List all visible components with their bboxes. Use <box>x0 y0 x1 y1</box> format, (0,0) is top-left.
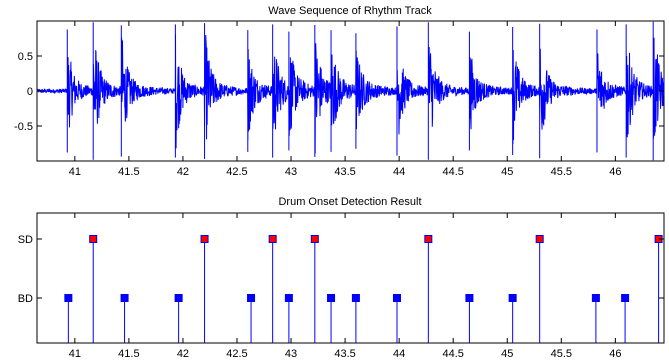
wave-x-tick-label: 45.5 <box>551 166 572 178</box>
onset-marker-bd <box>621 294 630 302</box>
wave-panel: Wave Sequence of Rhythm Track 41 41.5 42 42… <box>14 5 665 178</box>
onset-axes-box <box>36 212 665 344</box>
onset-marker-bd <box>508 294 517 302</box>
wave-axis-ticks: 41 41.5 42 42.5 43 43.5 44 44.5 45 45.5 46 0.5 0 -0.5 <box>14 21 664 178</box>
onset-x-tick-label: 43.5 <box>334 348 355 360</box>
onset-marker-bd <box>392 294 401 302</box>
onset-x-tick-label: 42 <box>177 348 189 360</box>
onset-marker-bd <box>327 294 336 302</box>
wave-x-tick-label: 43 <box>285 166 297 178</box>
wave-x-tick-label: 44.5 <box>442 166 463 178</box>
onset-marker-bd <box>174 294 183 302</box>
onset-marker-sd <box>268 235 277 243</box>
onset-marker-sd <box>424 235 433 243</box>
wave-y-tick-label: 0.5 <box>18 51 33 63</box>
onset-y-category-label: SD <box>18 234 33 246</box>
onset-marker-sd <box>310 235 319 243</box>
onset-marker-sd <box>200 235 209 243</box>
onset-marker-bd <box>591 294 600 302</box>
wave-y-tick-label: 0 <box>27 86 33 98</box>
onset-marker-sd <box>535 235 544 243</box>
onset-x-tick-label: 45 <box>501 348 513 360</box>
wave-sequence-line <box>36 21 665 161</box>
onset-marker-bd <box>284 294 293 302</box>
wave-y-tick-label: -0.5 <box>14 121 33 133</box>
onset-x-tick-label: 41 <box>69 348 81 360</box>
onset-marker-sd <box>89 235 98 243</box>
wave-x-tick-label: 41.5 <box>118 166 139 178</box>
onset-x-tick-label: 46 <box>609 348 621 360</box>
onset-marker-bd <box>247 294 256 302</box>
wave-x-tick-label: 46 <box>609 166 621 178</box>
wave-x-tick-label: 41 <box>69 166 81 178</box>
onset-chart-title: Drum Onset Detection Result <box>278 196 421 208</box>
onset-axis-ticks: 41 41.5 42 42.5 43 43.5 44 44.5 45 45.5 46 BD SD <box>18 213 664 360</box>
onset-x-tick-label: 43 <box>285 348 297 360</box>
onset-marker-bd <box>351 294 360 302</box>
onset-panel: Drum Onset Detection Result 41 41.5 42 42.5… <box>18 196 665 360</box>
onset-stems <box>64 235 663 343</box>
wave-x-tick-label: 42.5 <box>226 166 247 178</box>
onset-x-tick-label: 44.5 <box>442 348 463 360</box>
onset-marker-bd <box>465 294 474 302</box>
onset-x-tick-label: 42.5 <box>226 348 247 360</box>
onset-x-tick-label: 41.5 <box>118 348 139 360</box>
onset-marker-bd <box>120 294 129 302</box>
onset-marker-bd <box>64 294 73 302</box>
wave-x-tick-label: 45 <box>501 166 513 178</box>
onset-y-category-label: BD <box>18 293 33 305</box>
wave-chart-title: Wave Sequence of Rhythm Track <box>268 5 432 17</box>
onset-x-tick-label: 44 <box>393 348 405 360</box>
wave-x-tick-label: 42 <box>177 166 189 178</box>
wave-x-tick-label: 44 <box>393 166 405 178</box>
wave-x-tick-label: 43.5 <box>334 166 355 178</box>
onset-x-tick-label: 45.5 <box>551 348 572 360</box>
